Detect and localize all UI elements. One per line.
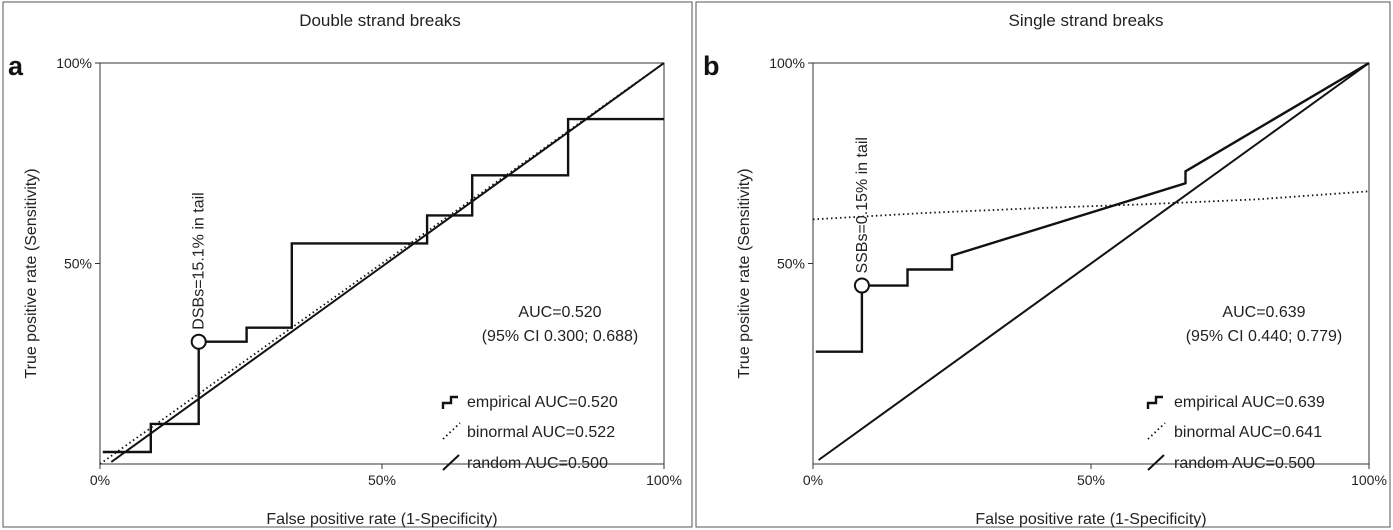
x-axis-label: False positive rate (1-Specificity) [975,511,1206,528]
x-tick-label: 0% [90,472,110,488]
series-line-solid [818,62,1370,461]
y-axis-label: True positive rate (Sensitivity) [736,168,753,378]
legend-dotted-icon [442,422,461,440]
chart-panel-a: a Double strand breaks 0% 50% 100% 50% 100% Fal… [2,1,693,528]
y-tick-label: 100% [56,55,92,71]
x-tick-label: 100% [1351,472,1387,488]
chart-title: Single strand breaks [1009,11,1164,30]
legend-label: binormal AUC=0.641 [1174,424,1322,441]
y-tick-label: 100% [769,55,805,71]
series-line-step [102,117,664,454]
y-axis-label: True positive rate (Sensitivity) [23,168,40,378]
x-axis-label: False positive rate (1-Specificity) [266,511,497,528]
chart-title: Double strand breaks [299,11,461,30]
legend-solid-icon [1147,454,1165,471]
legend-step-icon [441,395,458,409]
panel-letter: b [703,51,720,81]
legend-step-icon [1146,395,1163,409]
panel-frame [695,1,1391,528]
legend-label: random AUC=0.500 [1174,455,1315,472]
x-tick-label: 100% [646,472,682,488]
chart-panel-b: b Single strand breaks 0% 50% 100% 50% 100% Fal… [695,1,1391,528]
auc-ci-text: (95% CI 0.300; 0.688) [482,328,639,345]
callout-point-marker [853,277,870,294]
callout-point-marker [190,333,207,350]
panel-letter: a [8,51,24,81]
y-tick-label: 50% [64,256,92,272]
legend-dotted-icon [1147,422,1166,440]
legend-label: empirical AUC=0.520 [467,394,618,411]
legend-label: random AUC=0.500 [467,455,608,472]
legend-solid-icon [442,454,460,471]
x-tick-label: 0% [803,472,823,488]
y-tick-label: 50% [777,256,805,272]
legend-label: binormal AUC=0.522 [467,424,615,441]
series-line-solid [110,62,665,463]
auc-text: AUC=0.520 [518,304,601,321]
panel-frame [2,1,693,528]
legend-label: empirical AUC=0.639 [1174,394,1325,411]
x-tick-label: 50% [1077,472,1105,488]
callout-label: DSBs=15.1% in tail [191,192,208,329]
auc-text: AUC=0.639 [1222,304,1305,321]
callout-label: SSBs=0.15% in tail [854,137,871,274]
series-line-step [815,61,1370,353]
auc-ci-text: (95% CI 0.440; 0.779) [1186,328,1343,345]
x-tick-label: 50% [368,472,396,488]
series-line-dotted [812,190,1370,221]
